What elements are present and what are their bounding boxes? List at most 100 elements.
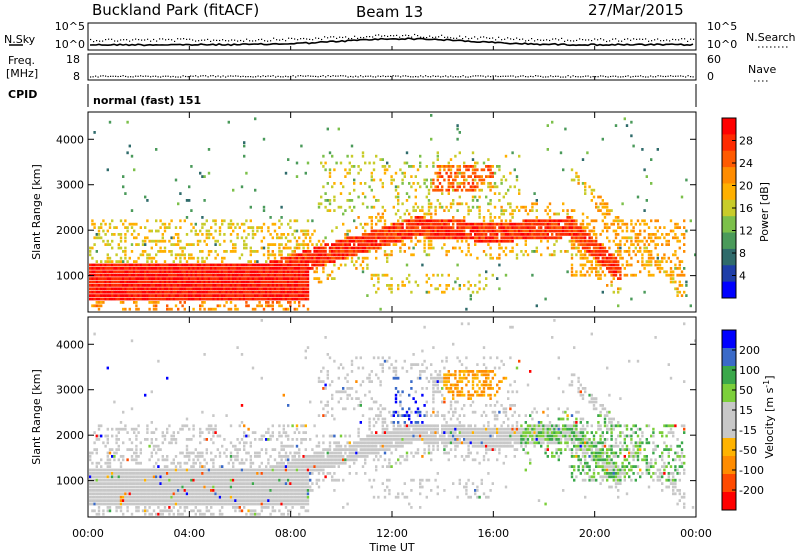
power-cell: [232, 189, 234, 192]
power-cell: [214, 270, 216, 273]
power-cell: [621, 257, 623, 260]
power-cell: [452, 165, 454, 168]
power-cell: [153, 264, 155, 267]
power-cell: [153, 304, 155, 307]
power-cell: [142, 281, 144, 284]
freq-dot: [465, 76, 466, 77]
power-cell: [415, 175, 417, 178]
power-cell: [518, 230, 520, 233]
power-cell: [234, 274, 236, 277]
power-cell: [300, 284, 302, 287]
power-cell: [142, 287, 144, 290]
velocity-cell: [111, 499, 113, 502]
power-cell: [533, 202, 535, 205]
power-cell: [630, 219, 632, 222]
power-cell: [379, 243, 381, 246]
power-cell: [287, 281, 289, 284]
power-cell: [291, 270, 293, 273]
velocity-cell: [91, 489, 93, 492]
power-cell: [619, 257, 621, 260]
power-cell: [157, 264, 159, 267]
power-cell: [472, 223, 474, 226]
power-cell: [228, 274, 230, 277]
power-cell: [146, 298, 148, 301]
power-cell: [155, 301, 157, 304]
power-cell: [456, 128, 458, 131]
power-cell: [602, 206, 604, 209]
velocity-cell: [122, 489, 124, 492]
power-cell: [170, 274, 172, 277]
power-cell: [450, 233, 452, 236]
velocity-cell: [177, 462, 179, 465]
power-cell: [593, 247, 595, 250]
power-cell: [230, 308, 232, 311]
power-cell: [643, 209, 645, 212]
power-cell: [492, 223, 494, 226]
power-cell: [329, 253, 331, 256]
power-cell: [628, 247, 630, 250]
power-cell: [456, 172, 458, 175]
velocity-cell: [181, 479, 183, 482]
power-cell: [291, 281, 293, 284]
power-cell: [417, 226, 419, 229]
power-cell: [170, 277, 172, 280]
power-cell: [245, 270, 247, 273]
velocity-cell: [135, 438, 137, 441]
velocity-cell: [137, 482, 139, 485]
power-cell: [657, 267, 659, 270]
power-cell: [441, 274, 443, 277]
freq-dot: [480, 75, 481, 76]
power-cell: [485, 240, 487, 243]
power-cell: [498, 223, 500, 226]
velocity-cell: [144, 496, 146, 499]
velocity-cell: [120, 496, 122, 499]
velocity-cell: [104, 472, 106, 475]
velocity-cell: [184, 424, 186, 427]
power-cell: [197, 270, 199, 273]
velocity-cell: [140, 486, 142, 489]
velocity-cell: [164, 503, 166, 506]
power-cell: [610, 281, 612, 284]
power-cell: [331, 257, 333, 260]
power-cell: [520, 226, 522, 229]
power-cell: [489, 202, 491, 205]
power-cell: [443, 168, 445, 171]
power-cell: [142, 294, 144, 297]
power-cell: [353, 240, 355, 243]
noise-search-dot: [114, 40, 115, 41]
nave-label: Nave: [748, 63, 776, 76]
velocity-cell: [109, 503, 111, 506]
velocity-cell: [153, 489, 155, 492]
power-cell: [206, 294, 208, 297]
freq-dot: [643, 76, 644, 77]
velocity-cell: [177, 503, 179, 506]
power-cell: [256, 287, 258, 290]
power-colorbar-swatch: [722, 233, 736, 250]
freq-dot: [308, 75, 309, 76]
power-cell: [437, 219, 439, 222]
freq-dot: [123, 75, 124, 76]
power-cell: [602, 199, 604, 202]
power-cell: [175, 267, 177, 270]
velocity-cell: [96, 499, 98, 502]
power-cell: [256, 298, 258, 301]
power-cell: [465, 189, 467, 192]
velocity-cell: [135, 492, 137, 495]
power-cell: [428, 199, 430, 202]
power-cell: [285, 243, 287, 246]
power-cell: [366, 294, 368, 297]
power-cell: [419, 165, 421, 168]
power-cell: [459, 236, 461, 239]
power-cell: [514, 223, 516, 226]
power-cell: [373, 168, 375, 171]
freq-dot: [565, 76, 566, 77]
power-cell: [298, 277, 300, 280]
power-cell: [256, 304, 258, 307]
velocity-cell: [104, 445, 106, 448]
velocity-cell: [146, 492, 148, 495]
power-cell: [437, 226, 439, 229]
freq-dot: [430, 76, 431, 77]
power-cell: [168, 223, 170, 226]
power-cell: [148, 301, 150, 304]
power-cell: [445, 219, 447, 222]
